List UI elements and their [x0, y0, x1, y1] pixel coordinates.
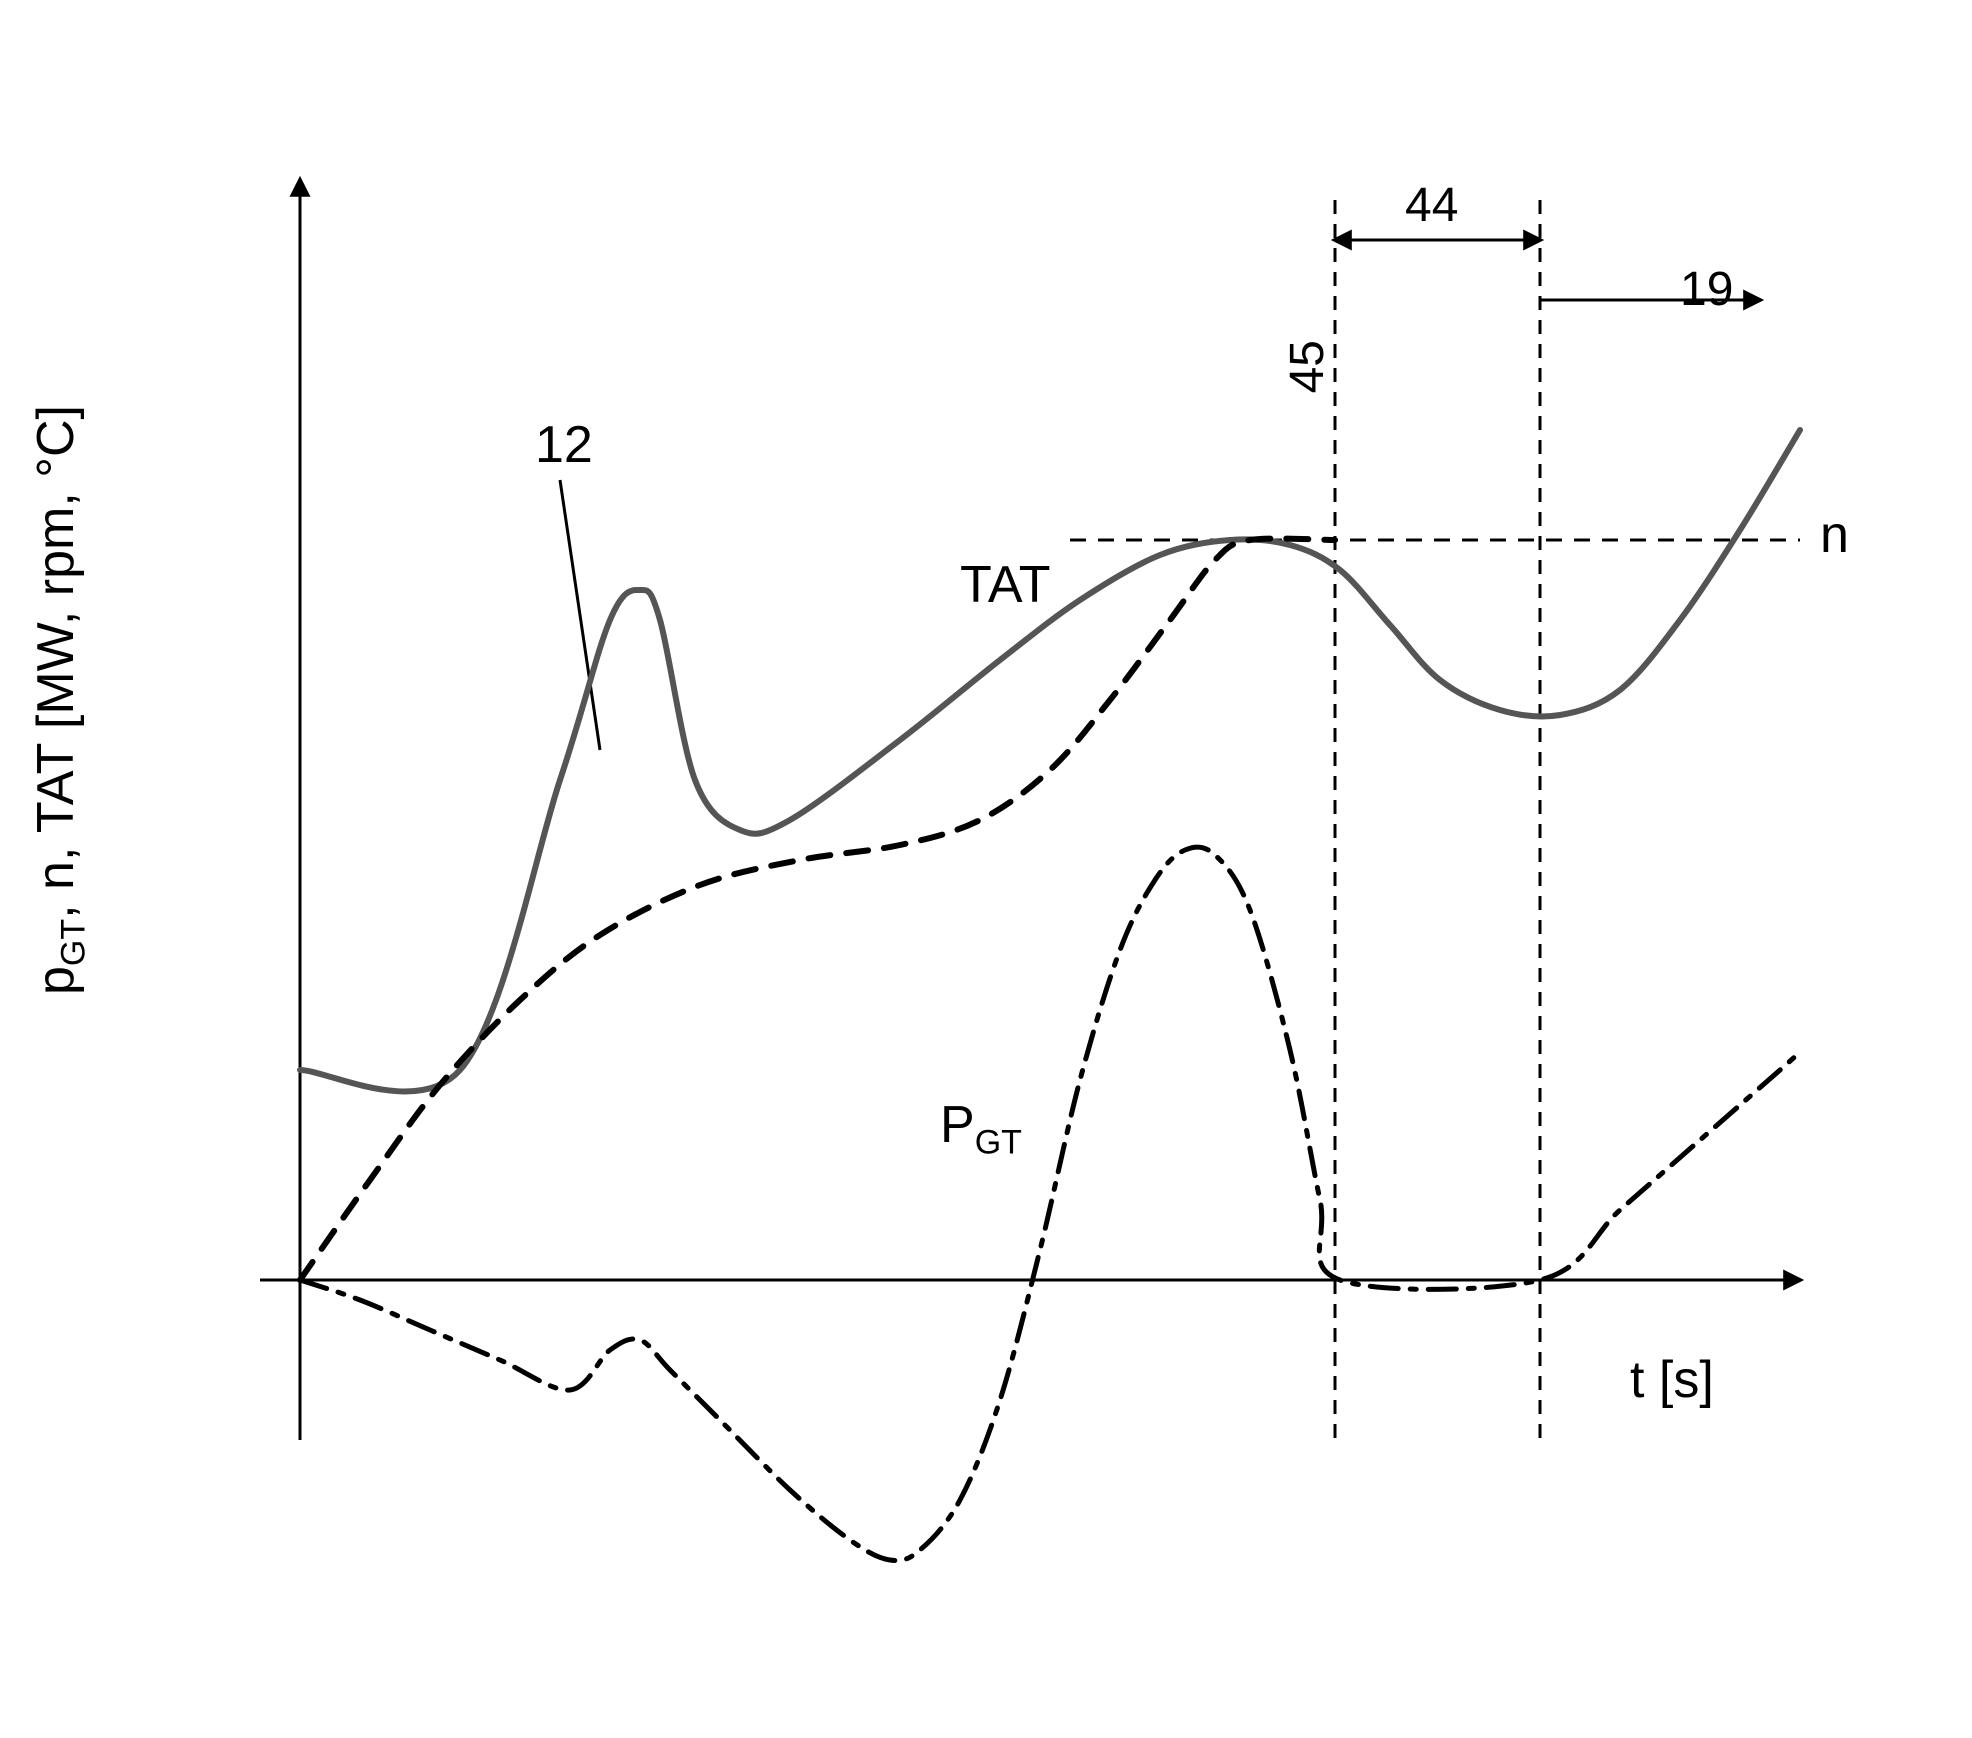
annotation-44: 44 — [1405, 178, 1458, 233]
annotation-12: 12 — [535, 415, 593, 475]
curve-label-tat: TAT — [960, 555, 1051, 615]
chart-svg — [0, 0, 1972, 1738]
x-axis-label: t [s] — [1630, 1350, 1714, 1410]
chart-container: pGT, n, TAT [MW, rpm, °C] t [s] 12 44 19… — [0, 0, 1972, 1738]
annotation-45: 45 — [1280, 340, 1335, 393]
curve-label-pgt: PGT — [940, 1095, 1022, 1162]
curve-label-n: n — [1820, 505, 1849, 565]
annotation-19: 19 — [1680, 262, 1733, 317]
